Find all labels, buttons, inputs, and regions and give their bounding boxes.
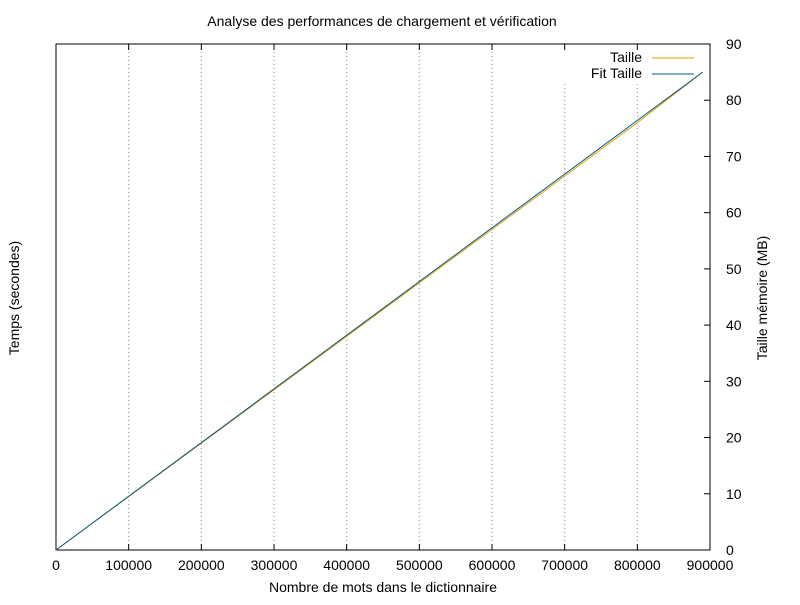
y-right-tick-label: 0 bbox=[726, 542, 734, 558]
series-lines bbox=[55, 71, 704, 551]
y-right-tick-label: 10 bbox=[726, 486, 742, 502]
x-tick-label: 0 bbox=[52, 557, 60, 573]
x-tick-label: 300000 bbox=[251, 557, 298, 573]
y-right-tick-label: 80 bbox=[726, 92, 742, 108]
x-tick-label: 700000 bbox=[541, 557, 588, 573]
y-right-tick-label: 30 bbox=[726, 373, 742, 389]
grid-lines bbox=[128, 44, 638, 550]
x-tick-label: 200000 bbox=[178, 557, 225, 573]
x-axis-ticks: 0 100000 200000 300000 400000 500000 600000 700… bbox=[52, 44, 734, 573]
x-tick-label: 600000 bbox=[469, 557, 516, 573]
series-line-fit-taille bbox=[55, 71, 703, 551]
x-tick-label: 100000 bbox=[105, 557, 152, 573]
plot-frame bbox=[55, 43, 711, 551]
y-right-tick-label: 90 bbox=[726, 36, 742, 52]
x-tick-label: 500000 bbox=[396, 557, 443, 573]
y-right-tick-label: 70 bbox=[726, 148, 742, 164]
y-left-axis-label: Temps (secondes) bbox=[6, 241, 22, 355]
legend-label-taille: Taille bbox=[610, 49, 642, 65]
y-right-tick-label: 60 bbox=[726, 205, 742, 221]
x-axis-label: Nombre de mots dans le dictionnaire bbox=[269, 579, 497, 595]
y-right-axis-ticks: 0 10 20 30 40 50 60 70 80 90 bbox=[704, 36, 742, 558]
chart-title: Analyse des performances de chargement e… bbox=[207, 13, 556, 29]
x-tick-label: 400000 bbox=[323, 557, 370, 573]
y-right-tick-label: 40 bbox=[726, 317, 742, 333]
y-right-tick-label: 50 bbox=[726, 261, 742, 277]
x-tick-label: 900000 bbox=[687, 557, 734, 573]
x-tick-label: 800000 bbox=[614, 557, 661, 573]
legend: Taille Fit Taille bbox=[591, 49, 694, 81]
y-right-axis-label: Taille mémoire (MB) bbox=[754, 236, 770, 360]
y-right-tick-label: 20 bbox=[726, 430, 742, 446]
legend-label-fit-taille: Fit Taille bbox=[591, 65, 642, 81]
